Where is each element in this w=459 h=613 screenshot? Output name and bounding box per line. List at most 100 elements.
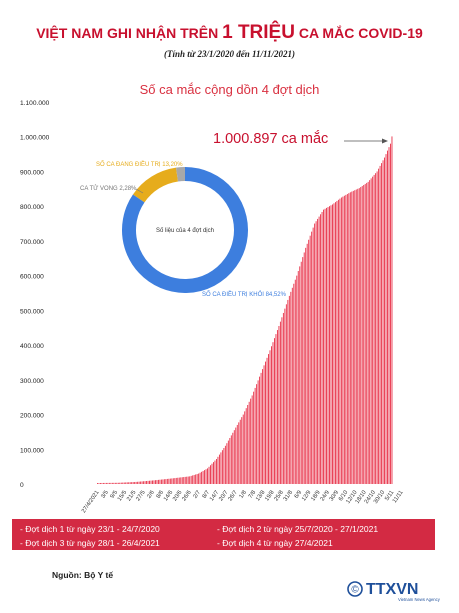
x-tick-label: 15/5 [117, 490, 128, 503]
bar [181, 477, 183, 484]
bar [320, 214, 322, 484]
bar [132, 482, 134, 484]
bar [303, 252, 305, 484]
bar [257, 380, 259, 484]
bar [334, 202, 336, 484]
donut-label-deaths: CA TỬ VONG 2,28% [80, 185, 137, 192]
bar [196, 474, 198, 484]
bar [337, 199, 339, 484]
bar [97, 483, 98, 484]
bar [354, 190, 356, 484]
bar [308, 239, 310, 484]
page-subtitle: (Tính từ 23/1/2020 đến 11/11/2021) [164, 49, 295, 59]
bar [214, 460, 216, 484]
bar [125, 482, 127, 484]
bar [223, 448, 225, 484]
bar [324, 208, 326, 485]
bar [101, 482, 103, 484]
bar [315, 221, 317, 485]
bar [281, 317, 283, 484]
bar [276, 330, 278, 484]
page-title: VIỆT NAM GHI NHẬN TRÊN 1 TRIỆU CA MẮC CO… [36, 22, 423, 43]
x-tick-label: 6/10 [338, 490, 349, 503]
bar [143, 481, 145, 484]
bar [349, 192, 351, 485]
bar [205, 469, 207, 484]
bar [198, 473, 200, 484]
bar [208, 466, 210, 484]
bar [379, 165, 381, 484]
donut-label-treating: SỐ CA ĐANG ĐIỀU TRỊ 13,20% [96, 161, 183, 168]
annotation: 1.000.897 ca mắc [213, 130, 388, 147]
bar [330, 205, 332, 484]
bar [305, 247, 307, 484]
x-tick-label: 31/8 [283, 490, 294, 503]
y-axis: 0 100.000 200.000 300.000 400.000 500.000 600.… [20, 100, 50, 489]
bar [175, 477, 177, 484]
bar [275, 334, 277, 484]
bar [247, 405, 249, 484]
bar [358, 188, 360, 484]
x-axis: 27/4/2021 3/5 9/515/521/527/5 2/6 8/614/620/… [81, 490, 405, 515]
bar [220, 452, 222, 484]
bar [268, 354, 269, 484]
bar [345, 194, 347, 484]
bar [226, 443, 228, 484]
y-tick-label: 800.000 [20, 204, 44, 211]
bar [218, 454, 220, 484]
bar [153, 480, 155, 484]
bar [192, 475, 194, 484]
bar [227, 440, 229, 484]
bar [279, 321, 281, 484]
bar [184, 476, 186, 484]
bar [186, 476, 188, 484]
bar [287, 299, 289, 484]
bar [294, 279, 296, 484]
x-tick-label: 26/7 [227, 490, 238, 503]
bar [342, 196, 344, 484]
bar [172, 478, 174, 484]
cumulative-cases-chart: 0 100.000 200.000 300.000 400.000 500.000 600.… [20, 100, 405, 515]
bar [128, 482, 130, 484]
bar [242, 414, 244, 484]
bar [195, 474, 197, 484]
x-tick-label: 11/11 [392, 490, 405, 505]
x-tick-label: 20/6 [172, 490, 183, 503]
x-tick-label: 20/7 [218, 490, 229, 503]
bar [285, 304, 287, 484]
y-tick-label: 300.000 [20, 378, 44, 385]
x-tick-label: 13/8 [255, 490, 266, 503]
bar [254, 387, 256, 484]
bar [272, 342, 274, 484]
bar [199, 472, 201, 484]
bar [372, 176, 374, 484]
y-tick-label: 700.000 [20, 239, 44, 246]
bar [312, 227, 314, 484]
bar [104, 482, 106, 484]
bar [235, 427, 237, 484]
bar [211, 463, 213, 484]
x-tick-label: 7/8 [248, 490, 258, 500]
bar [236, 424, 238, 484]
x-tick-label: 30/9 [329, 490, 340, 503]
bar [306, 243, 308, 484]
bar [149, 480, 150, 484]
bar [141, 481, 143, 484]
bar [355, 189, 357, 484]
bar [262, 369, 264, 484]
bar [126, 482, 128, 484]
bar [333, 203, 335, 485]
bar [215, 459, 217, 484]
svg-text:©: © [351, 585, 359, 596]
bar [299, 266, 301, 484]
bars [97, 136, 393, 485]
bar [99, 482, 101, 484]
bar [174, 478, 176, 484]
legend-wave-3: - Đợt dịch 3 từ ngày 28/1 - 26/4/2021 [20, 538, 160, 548]
x-tick-label: 8/6 [156, 490, 166, 500]
bar [119, 482, 121, 484]
x-tick-label: 1/8 [238, 490, 248, 500]
bar [290, 291, 292, 484]
bar [291, 287, 293, 484]
bar [233, 430, 235, 484]
